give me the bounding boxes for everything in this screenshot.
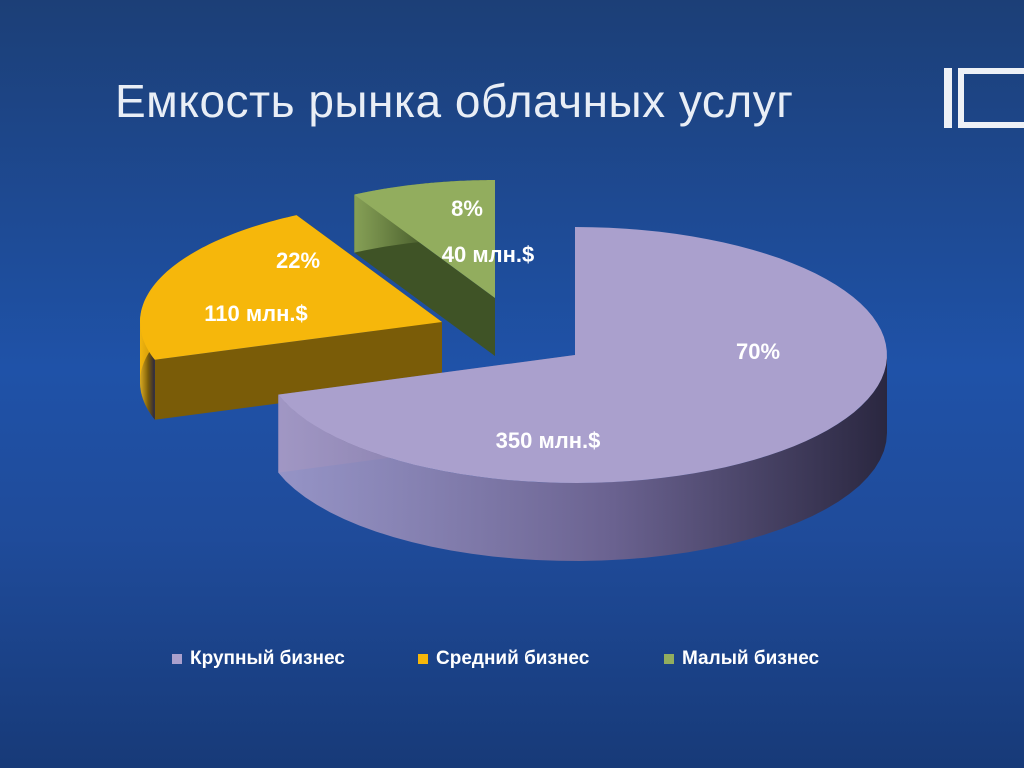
data-label-percent-large-business: 70% — [736, 339, 780, 364]
data-label-value-small-business: 40 млн.$ — [442, 242, 534, 267]
legend-label-medium-business: Средний бизнес — [436, 648, 590, 669]
legend-swatch-medium-business — [418, 654, 428, 664]
data-label-value-medium-business: 110 млн.$ — [204, 301, 308, 326]
decorative-bar-thin — [944, 68, 952, 128]
data-label-percent-small-business: 8% — [451, 196, 483, 221]
legend-swatch-small-business — [664, 654, 674, 664]
slice-side-medium-business-1 — [154, 322, 443, 420]
legend-item-large-business: Крупный бизнес — [172, 648, 345, 670]
data-label-value-large-business: 350 млн.$ — [496, 428, 601, 453]
slice-top-small-business — [354, 180, 495, 298]
legend-item-small-business: Малый бизнес — [664, 648, 819, 670]
chart-legend: Крупный бизнес Средний бизнес Малый бизн… — [0, 648, 1024, 674]
legend-item-medium-business: Средний бизнес — [418, 648, 589, 670]
legend-label-small-business: Малый бизнес — [682, 648, 820, 669]
slide-title: Емкость рынка облачных услуг — [115, 75, 794, 127]
pie-chart: 70% 350 млн.$ 22% 110 млн.$ 8% 40 млн.$ — [140, 180, 887, 561]
pie-slice-medium-business — [140, 215, 443, 420]
data-label-percent-medium-business: 22% — [276, 248, 320, 273]
pie-slice-large-business — [278, 227, 887, 561]
pie-slice-small-business — [354, 180, 495, 356]
legend-swatch-large-business — [172, 654, 182, 664]
legend-label-large-business: Крупный бизнес — [190, 648, 345, 669]
slice-rim-large-business-0 — [278, 355, 887, 561]
slice-top-medium-business — [140, 215, 442, 360]
decorative-bracket — [958, 68, 1024, 128]
slice-top-large-business — [278, 227, 887, 483]
